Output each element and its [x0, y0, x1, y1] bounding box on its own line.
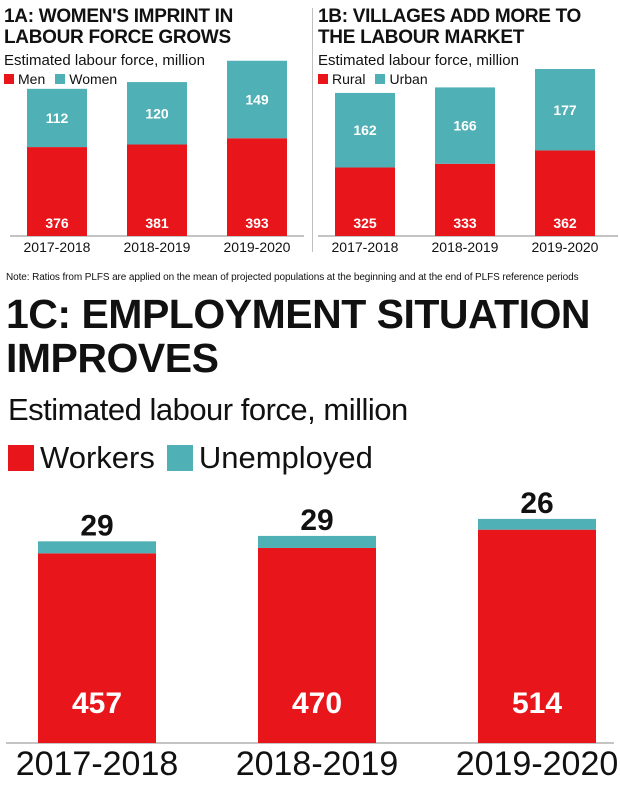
- data-label-unemployed: 29: [80, 509, 113, 542]
- bar-women-2017-2018: [27, 88, 87, 148]
- data-label-rural: 362: [553, 215, 577, 231]
- legend-item-urban: Urban: [375, 71, 428, 87]
- x-tick-label: 2018-2019: [236, 745, 399, 783]
- legend-item-unemployed: Unemployed: [166, 440, 373, 476]
- bar-chart-1b: 325 162 2017-2018 333 166 2018-2019 362 177 2019…: [318, 69, 618, 255]
- chart-title-1c: 1c: Employment situation improves: [6, 291, 591, 381]
- bar-workers-2019-2020: [478, 529, 596, 743]
- data-label-unemployed: 26: [520, 487, 553, 520]
- x-tick-label: 2018-2019: [124, 239, 191, 255]
- data-label-urban: 166: [453, 118, 477, 134]
- chart-legend: Men Women: [4, 71, 306, 87]
- legend-swatch-workers: [8, 445, 34, 471]
- x-tick-label: 2017-2018: [16, 745, 179, 783]
- legend-item-rural: Rural: [318, 71, 365, 87]
- data-label-men: 393: [245, 215, 269, 231]
- bar-women-2018-2019: [127, 82, 187, 145]
- data-label-urban: 162: [353, 122, 377, 138]
- legend-label-men: Men: [18, 71, 46, 87]
- x-tick-label: 2017-2018: [24, 239, 91, 255]
- bar-unemployed-2018-2019: [258, 535, 376, 548]
- chart-legend-1c: Workers Unemployed: [8, 440, 385, 476]
- legend-item-workers: Workers: [8, 440, 155, 476]
- chart-legend: Rural Urban: [318, 71, 620, 87]
- data-label-workers: 514: [512, 687, 562, 720]
- legend-swatch-unemployed: [166, 445, 193, 471]
- x-tick-label: 2019-2020: [224, 239, 291, 255]
- bar-urban-2019-2020: [535, 69, 595, 151]
- legend-label-workers: Workers: [40, 440, 155, 475]
- bar-urban-2017-2018: [335, 92, 395, 168]
- data-label-rural: 333: [453, 215, 477, 231]
- bar-chart-1c: 457 29 2017-2018 470 29 2018-2019 514 26 2019-20…: [6, 487, 619, 783]
- legend-item-women: Women: [55, 71, 117, 87]
- data-label-women: 120: [145, 105, 169, 121]
- bar-men-2018-2019: [127, 144, 187, 236]
- bar-rural-2019-2020: [535, 150, 595, 236]
- legend-swatch-rural: [318, 74, 328, 84]
- bar-men-2019-2020: [227, 138, 287, 236]
- chart-panel-1a: 1a: Women's imprint in labour force grow…: [4, 6, 306, 268]
- legend-item-men: Men: [4, 71, 45, 87]
- chart-title: 1b: Villages add more to the labour mark…: [318, 6, 582, 48]
- data-label-men: 381: [145, 215, 169, 231]
- bar-rural-2018-2019: [435, 163, 495, 236]
- chart-subtitle: Estimated labour force, million: [4, 52, 205, 69]
- x-tick-label: 2017-2018: [332, 239, 399, 255]
- bar-unemployed-2019-2020: [478, 518, 596, 530]
- bar-chart-1a: 376 112 2017-2018 381 120 2018-2019 393 149 2019…: [10, 60, 304, 255]
- bar-women-2019-2020: [227, 60, 287, 139]
- chart-panel-1b: 1b: Villages add more to the labour mark…: [318, 6, 620, 268]
- data-label-men: 376: [45, 215, 69, 231]
- footnote: Note: Ratios from PLFS are applied on th…: [6, 272, 579, 283]
- panel-divider: [312, 8, 313, 252]
- legend-label-women: Women: [69, 71, 118, 87]
- bar-urban-2018-2019: [435, 87, 495, 164]
- chart-subtitle: Estimated labour force, million: [318, 52, 519, 69]
- legend-label-urban: Urban: [389, 71, 428, 87]
- legend-swatch-men: [4, 74, 14, 84]
- x-tick-label: 2018-2019: [432, 239, 499, 255]
- x-tick-label: 2019-2020: [456, 745, 619, 783]
- bar-unemployed-2017-2018: [38, 541, 156, 554]
- bar-rural-2017-2018: [335, 167, 395, 236]
- data-label-workers: 470: [292, 687, 342, 720]
- legend-swatch-urban: [375, 74, 386, 84]
- legend-label-rural: Rural: [332, 71, 366, 87]
- data-label-women: 112: [46, 110, 69, 126]
- data-label-workers: 457: [72, 687, 122, 720]
- legend-swatch-women: [55, 74, 66, 84]
- data-label-rural: 325: [353, 215, 377, 231]
- legend-label-unemployed: Unemployed: [198, 440, 373, 475]
- data-label-urban: 177: [553, 102, 577, 118]
- bar-men-2017-2018: [27, 147, 87, 236]
- chart-subtitle-1c: Estimated labour force, million: [8, 392, 408, 427]
- data-label-unemployed: 29: [300, 504, 333, 537]
- bar-workers-2018-2019: [258, 547, 376, 743]
- x-tick-label: 2019-2020: [532, 239, 599, 255]
- data-label-women: 149: [245, 92, 269, 108]
- bar-workers-2017-2018: [38, 553, 156, 743]
- chart-title: 1a: Women's imprint in labour force grow…: [4, 6, 234, 48]
